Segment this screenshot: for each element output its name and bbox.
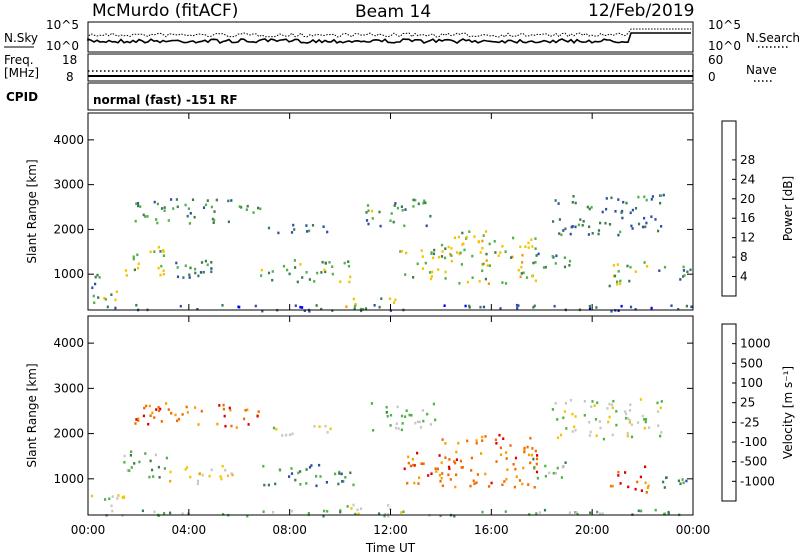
- velocity-colorbar-tick: 25: [740, 396, 755, 410]
- velocity-echo-region-1: [123, 450, 168, 479]
- power-echo-region-12: [552, 193, 665, 237]
- power-ytick-label: 2000: [53, 222, 84, 236]
- power-echo-region-7: [345, 297, 397, 311]
- velocity-echo-region-3: [134, 402, 260, 429]
- velocity-echo-region-4: [262, 463, 355, 488]
- velocity-echo-region-14: [105, 508, 681, 518]
- freq-left-tick-top: 18: [62, 53, 77, 67]
- power-echo-region-1: [92, 290, 118, 309]
- time-tick-label: 20:00: [575, 523, 610, 537]
- power-colorbar-tick: 12: [740, 231, 755, 245]
- velocity-echo-region-5: [272, 424, 332, 437]
- power-echo-region-14: [658, 265, 692, 281]
- velocity-colorbar-tick: 100: [740, 376, 763, 390]
- power-panel: 1000 2000 3000 4000 Slant Range [km] 4 8 12 16 20…: [25, 112, 795, 313]
- time-tick-label: 00:00: [71, 523, 106, 537]
- cpid-panel-frame: [87, 82, 694, 111]
- power-colorbar-tick: 4: [740, 270, 748, 284]
- velocity-colorbar-tick: -25: [740, 415, 760, 429]
- power-colorbar-tick: 8: [740, 250, 748, 264]
- velocity-echo-region-11: [551, 398, 663, 441]
- power-ytick-label: 1000: [53, 267, 84, 281]
- noise-right-tick-bottom: 10^0: [708, 39, 741, 53]
- time-tick-label: 04:00: [172, 523, 207, 537]
- velocity-echo-region-2: [169, 464, 234, 486]
- power-colorbar-tick: 28: [740, 153, 755, 167]
- power-echo-region-2: [124, 245, 165, 277]
- power-colorbar-frame: [721, 120, 737, 297]
- cpid-value: normal (fast) -151 RF: [93, 93, 238, 107]
- power-echo-region-9: [399, 248, 452, 281]
- freq-left-label-line1: Freq.: [4, 53, 34, 67]
- date-title: 12/Feb/2019: [588, 1, 694, 21]
- velocity-colorbar-tick: -500: [740, 455, 767, 469]
- time-tick-label: 12:00: [373, 523, 408, 537]
- power-ylabel: Slant Range [km]: [25, 159, 39, 263]
- velocity-colorbar-frame: [721, 323, 737, 502]
- velocity-colorbar-tick: 500: [740, 356, 763, 370]
- noise-left-tick-top: 10^5: [46, 18, 79, 32]
- freq-left-tick-bottom: 8: [66, 70, 74, 84]
- time-tick-label: 16:00: [474, 523, 509, 537]
- noise-sky-trace: [87, 32, 691, 44]
- time-tick-label: 00:00: [676, 523, 711, 537]
- freq-left-label-line2: [MHz]: [4, 66, 39, 80]
- velocity-echo-region-6: [346, 503, 403, 516]
- power-colorbar-label: Power [dB]: [781, 176, 795, 241]
- power-echo-region-3: [175, 259, 213, 279]
- power-colorbar-tick: 24: [740, 172, 755, 186]
- velocity-echo-region-13: [662, 476, 688, 489]
- velocity-echo-region-8: [403, 451, 443, 485]
- beam-title: Beam 14: [355, 2, 431, 22]
- power-echo-region-10: [440, 230, 537, 285]
- velocity-colorbar-tick: 1000: [740, 337, 771, 351]
- power-echo-region-6: [267, 223, 329, 235]
- velocity-ytick-label: 1000: [53, 472, 84, 486]
- power-echo-region-15: [114, 303, 693, 313]
- noise-right-label: N.Search: [746, 31, 800, 45]
- time-axis-label: Time UT: [365, 541, 416, 554]
- noise-panel-frame: [87, 21, 694, 53]
- velocity-echo-region-12: [609, 465, 650, 494]
- freq-right-tick-bottom: 0: [708, 70, 716, 84]
- noise-search-trace: [87, 28, 691, 38]
- station-title: McMurdo (fitACF): [92, 1, 238, 21]
- power-echo-region-13: [608, 261, 649, 288]
- noise-right-tick-top: 10^5: [708, 18, 741, 32]
- velocity-colorbar-tick: -100: [740, 435, 767, 449]
- freq-panel-frame: [87, 53, 694, 82]
- power-ytick-label: 3000: [53, 178, 84, 192]
- power-echo-region-5: [260, 259, 352, 284]
- velocity-ytick-label: 3000: [53, 381, 84, 395]
- velocity-ytick-label: 4000: [53, 336, 84, 350]
- velocity-ylabel: Slant Range [km]: [25, 363, 39, 467]
- freq-right-tick-top: 60: [708, 53, 723, 67]
- freq-right-label: Nave: [746, 63, 777, 77]
- power-colorbar-tick: 16: [740, 211, 755, 225]
- velocity-colorbar-label: Velocity [m s⁻¹]: [781, 366, 795, 459]
- velocity-ytick-label: 2000: [53, 427, 84, 441]
- time-tick-label: 08:00: [272, 523, 307, 537]
- noise-left-label: N.Sky: [4, 31, 38, 45]
- noise-traces: [87, 28, 691, 44]
- power-ytick-label: 4000: [53, 133, 84, 147]
- velocity-echo-region-10: [532, 457, 567, 480]
- power-echo-region-0: [91, 273, 101, 290]
- power-echo-region-4: [134, 198, 262, 225]
- velocity-echo-region-0: [90, 494, 126, 508]
- velocity-echo-region-7: [370, 402, 437, 432]
- velocity-echo-region-9: [441, 433, 539, 489]
- noise-left-tick-bottom: 10^0: [46, 39, 79, 53]
- velocity-panel: 1000 2000 3000 4000 Slant Range [km] -1000 -50…: [25, 315, 795, 554]
- velocity-colorbar-tick: -1000: [740, 474, 775, 488]
- power-colorbar-tick: 20: [740, 192, 755, 206]
- power-echo-region-8: [365, 198, 432, 228]
- cpid-label: CPID: [6, 90, 38, 104]
- power-echo-region-11: [532, 252, 572, 269]
